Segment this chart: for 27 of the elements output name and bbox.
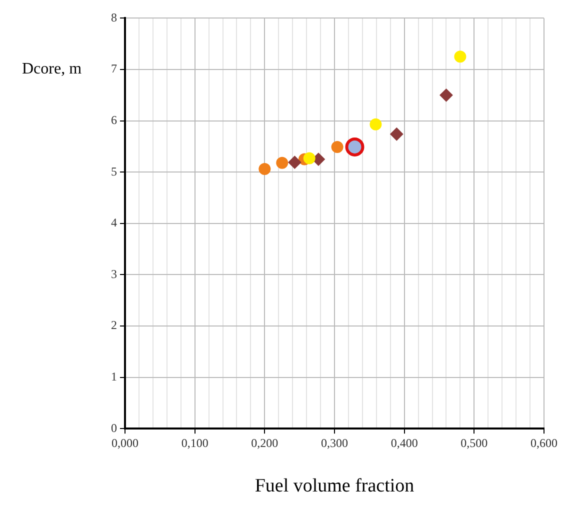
y-tick-label: 5 [111,164,117,178]
y-tick-label: 2 [111,318,117,332]
y-tick-label: 6 [111,112,117,127]
y-tick-label: 0 [111,420,117,435]
x-tick-label: 0,300 [321,436,348,450]
point [454,50,466,63]
x-tick-label: 0,200 [251,436,278,450]
point [258,163,271,176]
x-axis-title: Fuel volume fraction [254,475,415,496]
x-tick-label: 0,100 [181,436,208,450]
y-tick-label: 1 [111,369,117,384]
y-tick-label: 3 [111,266,117,281]
point [303,152,316,164]
y-tick-label: 8 [111,10,117,24]
x-tick-label: 0,000 [112,436,138,450]
y-tick-label: 7 [111,62,117,76]
x-tick-label: 0,600 [530,436,558,450]
point [370,118,382,130]
point [440,88,453,102]
point [390,128,404,141]
x-tick-label: 0,500 [460,436,488,450]
point [288,156,302,169]
y-axis-title: Dcore, m [22,60,82,78]
point [276,156,288,169]
x-tick-label: 0,400 [390,436,418,450]
y-tick-label: 4 [111,216,117,230]
point [331,140,344,153]
